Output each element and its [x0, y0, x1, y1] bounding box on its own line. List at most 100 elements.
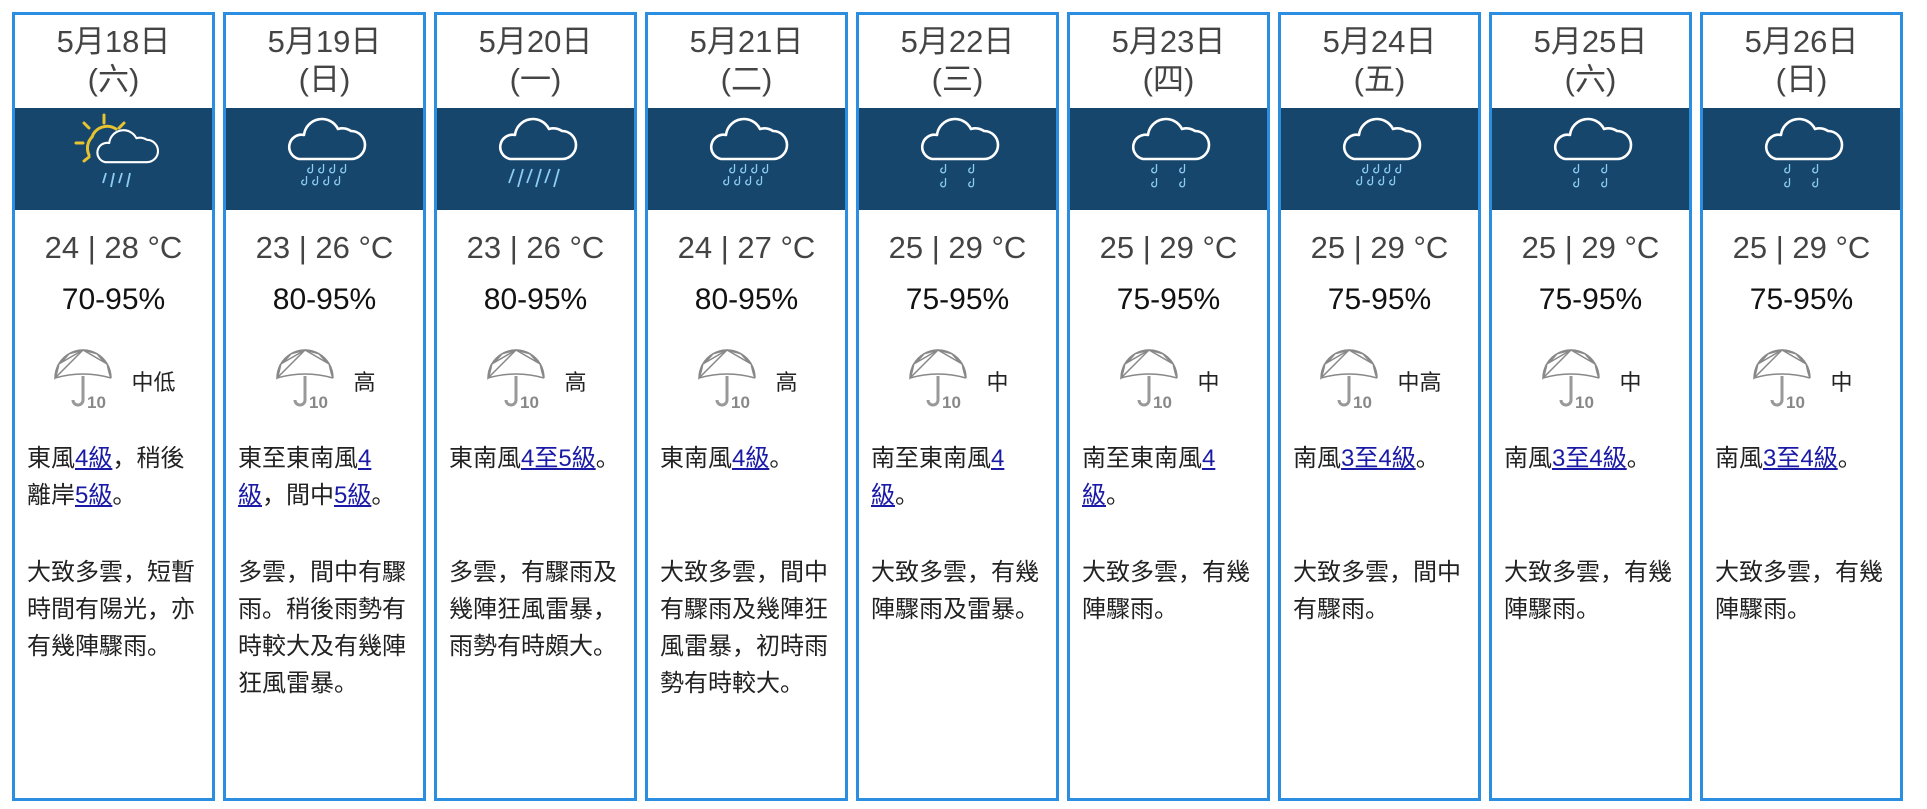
humidity-range: 70-95%	[61, 283, 166, 316]
weather-icon-band	[859, 108, 1056, 210]
forecast-date: 5月26日 (日)	[1703, 15, 1900, 108]
date-label: 5月26日	[1744, 24, 1859, 59]
temperature-range: 25 | 29 °C	[888, 230, 1027, 265]
temperature-range: 25 | 29 °C	[1310, 230, 1449, 265]
wind-force-link[interactable]: 3至4級	[1763, 445, 1838, 472]
date-label: 5月19日	[267, 24, 382, 59]
umbrella-icon: 10	[1117, 346, 1185, 417]
psr-label: 中	[1619, 370, 1642, 395]
date-label: 5月25日	[1533, 24, 1648, 59]
wind-text: 南風	[1715, 445, 1763, 472]
psr-label: 中	[1197, 370, 1220, 395]
wind-text: 。	[595, 445, 620, 472]
temperature-range: 25 | 29 °C	[1732, 230, 1871, 265]
wind-text: 南至東南風	[871, 445, 991, 472]
showers-icon	[908, 112, 1008, 207]
svg-text:10: 10	[731, 393, 750, 412]
wind-forecast: 南至東南風4級。	[859, 440, 1043, 514]
showers-icon	[1752, 112, 1852, 207]
wind-text: 東南風	[660, 445, 732, 472]
forecast-day-card: 5月18日 (六) 24 | 28 °C 70-95% 10 中低 東風4級，稍…	[12, 12, 215, 801]
wind-force-link[interactable]: 3至4級	[1552, 445, 1627, 472]
wind-force-link[interactable]: 5級	[334, 482, 372, 509]
heavy-rain-icon	[486, 112, 586, 207]
psr-label: 中	[986, 370, 1009, 395]
weekday-label: (五)	[1353, 62, 1406, 97]
probability-of-rain: 10 中	[859, 346, 1056, 416]
wind-text: ，間中	[262, 482, 334, 509]
date-label: 5月18日	[56, 24, 171, 59]
weather-description: 大致多雲，有幾陣驟雨。	[1082, 559, 1250, 623]
weather-description: 多雲，間中有驟雨。稍後雨勢有時較大及有幾陣狂風雷暴。	[238, 559, 406, 697]
date-label: 5月20日	[478, 24, 593, 59]
probability-of-rain: 10 高	[437, 346, 634, 416]
weather-icon-band	[648, 108, 845, 210]
forecast-day-card: 5月22日 (三) 25 | 29 °C 75-95% 10 中 南至東南風4級…	[856, 12, 1059, 801]
wind-text: 。	[112, 482, 137, 509]
umbrella-icon: 10	[1539, 346, 1607, 417]
temperature-range: 25 | 29 °C	[1099, 230, 1238, 265]
umbrella-icon: 10	[51, 346, 119, 417]
wind-text: 。	[895, 482, 919, 509]
wind-force-link[interactable]: 4級	[871, 445, 1005, 509]
probability-of-rain: 10 中	[1703, 346, 1900, 416]
umbrella-icon: 10	[906, 346, 974, 417]
heavy-showers-icon	[275, 112, 375, 207]
svg-text:10: 10	[309, 393, 328, 412]
umbrella-icon: 10	[1750, 346, 1818, 417]
forecast-date: 5月23日 (四)	[1070, 15, 1267, 108]
forecast-date: 5月25日 (六)	[1492, 15, 1689, 108]
svg-text:10: 10	[942, 393, 961, 412]
heavy-showers-icon	[697, 112, 797, 207]
weekday-label: (日)	[298, 62, 351, 97]
forecast-day-card: 5月20日 (一) 23 | 26 °C 80-95% 10 高 東南風4至5級…	[434, 12, 637, 801]
weekday-label: (日)	[1775, 62, 1828, 97]
umbrella-icon: 10	[695, 346, 763, 417]
svg-text:10: 10	[1575, 393, 1594, 412]
psr-label: 中	[1830, 370, 1853, 395]
weather-icon-band	[1281, 108, 1478, 210]
forecast-date: 5月19日 (日)	[226, 15, 423, 108]
weather-icon-band	[1070, 108, 1267, 210]
humidity-range: 75-95%	[1749, 283, 1854, 316]
sunny-periods-showers-icon	[64, 112, 164, 207]
humidity-range: 80-95%	[694, 283, 799, 316]
weather-description: 大致多雲，有幾陣驟雨。	[1715, 559, 1883, 623]
showers-icon	[1119, 112, 1219, 207]
wind-forecast: 東南風4級。	[648, 440, 832, 514]
weekday-label: (一)	[509, 62, 562, 97]
forecast-day-card: 5月19日 (日) 23 | 26 °C 80-95% 10 高 東至東南風4級…	[223, 12, 426, 801]
weekday-label: (四)	[1142, 62, 1195, 97]
forecast-date: 5月22日 (三)	[859, 15, 1056, 108]
wind-force-link[interactable]: 4級	[1082, 445, 1216, 509]
wind-force-link[interactable]: 5級	[75, 482, 113, 509]
wind-text: 。	[1837, 445, 1862, 472]
temperature-range: 25 | 29 °C	[1521, 230, 1660, 265]
weather-icon-band	[1703, 108, 1900, 210]
wind-text: 南風	[1504, 445, 1552, 472]
wind-force-link[interactable]: 4級	[75, 445, 113, 472]
weather-description: 大致多雲，有幾陣驟雨。	[1504, 559, 1672, 623]
weekday-label: (六)	[87, 62, 140, 97]
probability-of-rain: 10 高	[648, 346, 845, 416]
psr-label: 中高	[1397, 370, 1442, 395]
weather-description: 大致多雲，有幾陣驟雨及雷暴。	[871, 559, 1039, 623]
wind-force-link[interactable]: 3至4級	[1341, 445, 1416, 472]
weather-description: 大致多雲，短暫時間有陽光，亦有幾陣驟雨。	[27, 559, 195, 660]
wind-force-link[interactable]: 4至5級	[521, 445, 596, 472]
wind-force-link[interactable]: 4級	[732, 445, 770, 472]
wind-forecast: 南風3至4級。	[1703, 440, 1887, 514]
temperature-range: 24 | 27 °C	[677, 230, 816, 265]
weather-icon-band	[437, 108, 634, 210]
weather-description: 大致多雲，間中有驟雨。	[1293, 559, 1461, 623]
date-label: 5月23日	[1111, 24, 1226, 59]
wind-forecast: 南至東南風4級。	[1070, 440, 1254, 514]
psr-label: 中低	[131, 370, 176, 395]
date-label: 5月21日	[689, 24, 804, 59]
wind-text: 。	[769, 445, 794, 472]
weather-description: 多雲，有驟雨及幾陣狂風雷暴，雨勢有時頗大。	[449, 559, 617, 660]
forecast-day-card: 5月25日 (六) 25 | 29 °C 75-95% 10 中 南風3至4級。…	[1489, 12, 1692, 801]
wind-force-link[interactable]: 4級	[238, 445, 372, 509]
humidity-range: 75-95%	[1116, 283, 1221, 316]
forecast-day-card: 5月23日 (四) 25 | 29 °C 75-95% 10 中 南至東南風4級…	[1067, 12, 1270, 801]
